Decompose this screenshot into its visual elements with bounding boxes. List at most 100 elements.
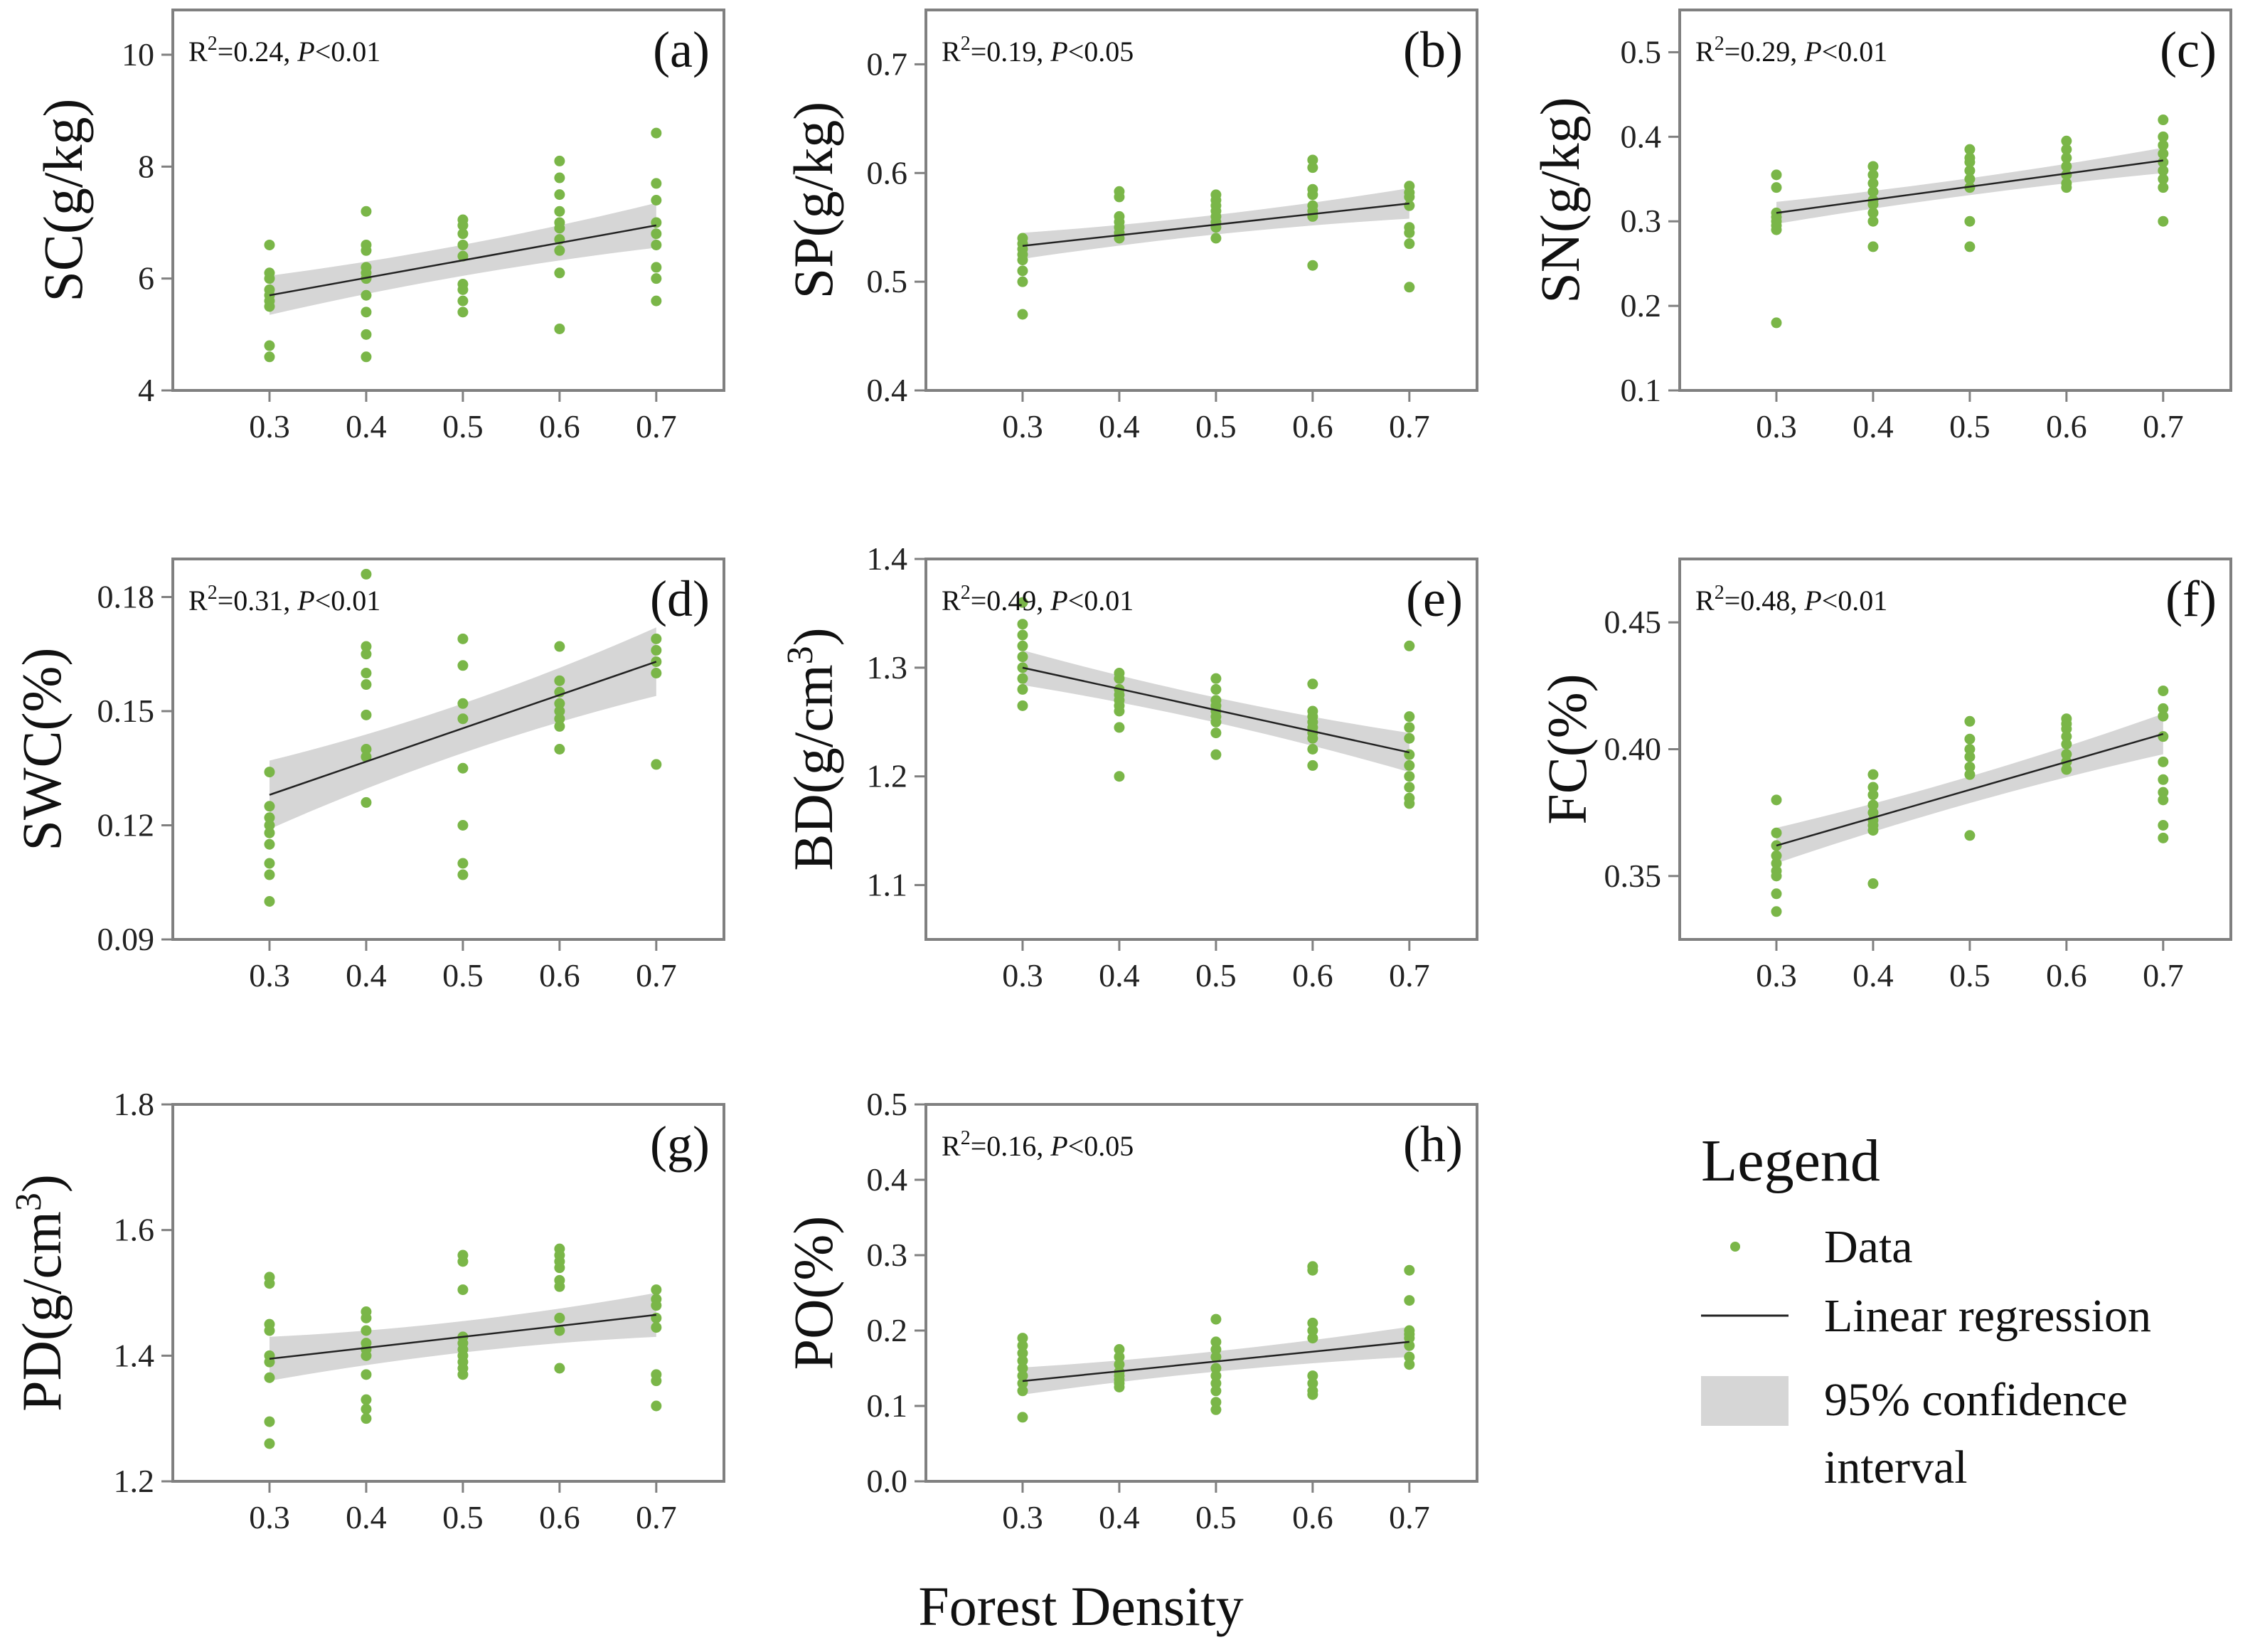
plot-frame (924, 558, 1478, 941)
y-tick-label: 0.5 (867, 1086, 908, 1122)
data-point (651, 644, 662, 656)
x-tick-label: 0.4 (346, 957, 387, 993)
data-point (2158, 787, 2169, 798)
data-point (1964, 751, 1976, 762)
data-point (1017, 1348, 1028, 1359)
data-point (1771, 794, 1782, 806)
x-tick-label: 0.7 (2143, 957, 2184, 993)
data-point (2158, 139, 2169, 151)
data-point (1210, 1336, 1222, 1348)
data-point (1017, 309, 1028, 320)
y-tick-label: 1.3 (867, 649, 908, 686)
panel-label: (g) (650, 1116, 710, 1173)
data-point (1867, 878, 1879, 890)
data-point (2158, 731, 2169, 742)
data-point (1210, 1377, 1222, 1389)
data-point (1210, 1313, 1222, 1325)
data-point (1404, 1333, 1415, 1344)
data-point (361, 709, 372, 720)
data-point (651, 633, 662, 644)
data-point (2158, 703, 2169, 714)
data-point (1404, 227, 1415, 238)
data-point (1771, 906, 1782, 917)
panel-label: (a) (653, 21, 710, 78)
data-point (1114, 722, 1125, 733)
data-point (361, 1312, 372, 1323)
data-point (264, 838, 275, 850)
y-tick-label: 0.1 (867, 1387, 908, 1424)
y-tick-label: 1.2 (114, 1463, 155, 1499)
stat-annotation: R2=0.19, P<0.05 (942, 33, 1134, 68)
y-tick-label: 0.2 (867, 1312, 908, 1348)
data-point (2061, 731, 2072, 742)
data-point (1867, 789, 1879, 801)
data-point (457, 820, 469, 831)
x-tick-label: 0.7 (2143, 408, 2184, 444)
data-point (554, 172, 565, 183)
data-point (361, 679, 372, 691)
x-tick-label: 0.5 (1195, 408, 1237, 444)
data-point (1867, 825, 1879, 836)
data-point (1867, 241, 1879, 252)
y-tick-label: 10 (122, 36, 154, 73)
data-point (457, 633, 469, 644)
data-point (1964, 715, 1976, 727)
data-point (651, 1322, 662, 1333)
data-point (361, 307, 372, 318)
data-point (1307, 1317, 1318, 1328)
data-point (651, 759, 662, 770)
data-point (554, 1281, 565, 1292)
y-tick-label: 0.4 (867, 1161, 908, 1198)
data-point (2158, 156, 2169, 168)
data-point (1867, 198, 1879, 210)
data-point (1210, 1397, 1222, 1408)
data-point (651, 127, 662, 139)
data-point (361, 668, 372, 678)
data-point (457, 698, 469, 709)
x-tick-label: 0.5 (442, 1499, 484, 1535)
data-point (457, 762, 469, 774)
panel-label: (d) (650, 570, 710, 627)
legend: Legend Data Linear regression 95% confid… (1701, 1128, 2151, 1493)
data-point (264, 301, 275, 312)
regression-line (1776, 732, 2164, 847)
data-point (2061, 152, 2072, 164)
data-point (1017, 276, 1028, 287)
x-tick-label: 0.4 (1099, 1499, 1140, 1535)
data-point (1771, 888, 1782, 900)
data-point (2158, 182, 2169, 193)
panel-h: 0.0 0.1 0.2 0.3 0.4 0.5 0.3 0.4 0.5 0.6 0.7 PO(%) (h… (782, 1086, 1478, 1535)
regression-line (1022, 202, 1409, 247)
y-tick-label: 0.45 (1604, 604, 1662, 640)
data-point (1017, 597, 1028, 608)
data-point (1867, 169, 1879, 181)
data-point (2061, 161, 2072, 172)
data-point (554, 713, 565, 725)
x-tick-label: 0.4 (1853, 408, 1894, 444)
x-tick-label: 0.4 (346, 408, 387, 444)
data-point (554, 675, 565, 686)
legend-data-marker (1730, 1242, 1740, 1252)
x-tick-label: 0.7 (1389, 408, 1430, 444)
data-point (651, 1400, 662, 1412)
panel-c: 0.1 0.2 0.3 0.4 0.5 0.3 0.4 0.5 0.6 0.7 SN(g/kg) (c… (1529, 9, 2232, 444)
data-point (1017, 640, 1028, 651)
data-point (1964, 761, 1976, 772)
x-tick-label: 0.7 (1389, 957, 1430, 993)
data-point (554, 1363, 565, 1374)
x-tick-label: 0.5 (1195, 957, 1237, 993)
data-point (457, 228, 469, 240)
y-axis-label: SN(g/kg) (1529, 97, 1591, 303)
data-point (361, 1350, 372, 1361)
data-point (1404, 1295, 1415, 1306)
data-point (2061, 169, 2072, 181)
y-tick-label: 0.7 (867, 46, 908, 82)
data-point (2158, 114, 2169, 126)
data-point (1771, 317, 1782, 329)
y-tick-label: 1.2 (867, 758, 908, 794)
y-tick-label: 4 (138, 372, 154, 408)
data-point (1404, 1264, 1415, 1276)
data-point (2158, 794, 2169, 806)
legend-ci-label-line2: interval (1824, 1441, 1968, 1493)
data-point (264, 869, 275, 880)
